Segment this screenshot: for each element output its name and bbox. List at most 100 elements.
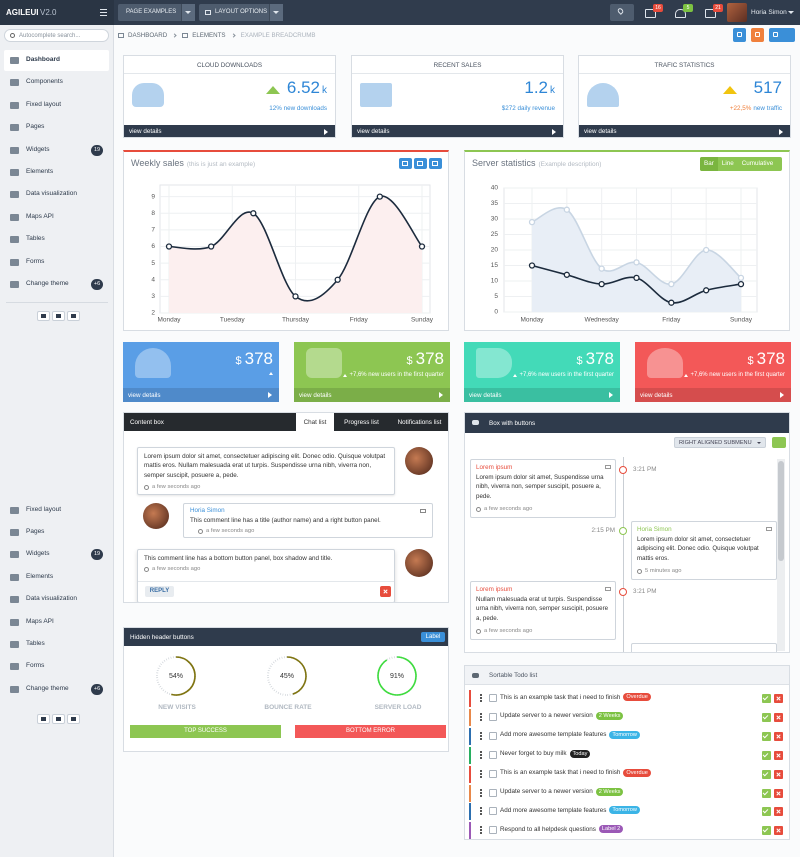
header-action-button[interactable] [751,28,764,42]
todo-item[interactable]: This is an example task that i need to f… [469,765,787,783]
todo-done-button[interactable] [762,807,771,817]
todo-text: Respond to all helpdesk questions [500,825,596,833]
user-name[interactable]: Horia Simon [751,9,787,16]
todo-item[interactable]: Respond to all helpdesk questions Label 2 [469,822,787,839]
tab[interactable]: Notifications list [391,413,448,431]
todo-done-button[interactable] [762,750,771,760]
chart-tool-button[interactable] [429,158,442,169]
todo-item[interactable]: Update server to a newer version 2 Weeks [469,708,787,726]
tile-footer[interactable]: view details [464,388,620,402]
sidebar-tool-button[interactable] [52,311,65,321]
todo-item[interactable]: Update server to a newer version 2 Weeks [469,784,787,802]
todo-remove-button[interactable] [774,750,783,760]
sidebar-item[interactable]: Change theme +6 [4,679,109,700]
todo-done-button[interactable] [762,788,771,798]
tab[interactable]: Chat list [296,413,334,431]
chart-tool-button[interactable] [414,158,427,169]
todo-item[interactable]: Add more awesome template features Tomorr… [469,803,787,821]
sidebar-item[interactable]: Forms [4,252,109,273]
todo-remove-button[interactable] [774,769,783,779]
top-menu-button[interactable]: PAGE EXAMPLES [118,4,195,21]
notification-button[interactable]: 16 [643,3,665,23]
gauge-button[interactable]: BOTTOM ERROR [295,725,446,738]
sidebar-item[interactable]: Fixed layout [4,95,109,116]
breadcrumb-item[interactable]: DASHBOARD [128,31,168,39]
tile-footer[interactable]: view details [294,388,450,402]
todo-remove-button[interactable] [774,788,783,798]
notification-button[interactable]: 21 [703,3,725,23]
todo-done-button[interactable] [762,769,771,779]
sidebar-item[interactable]: Change theme +6 [4,274,109,295]
chart-type-button[interactable]: Bar [700,157,718,171]
top-menu-button[interactable]: LAYOUT OPTIONS [199,4,283,21]
todo-remove-button[interactable] [774,694,783,703]
sidebar-item[interactable]: Data visualization [4,184,109,205]
todo-checkbox[interactable] [489,826,497,835]
sidebar-item[interactable]: Dashboard [4,50,109,71]
stat-footer[interactable]: view details [124,125,335,137]
chart-tool-button[interactable] [399,158,412,169]
todo-done-button[interactable] [762,712,771,722]
tile-footer[interactable]: view details [123,388,279,402]
sidebar-item[interactable]: Fixed layout [4,500,109,521]
todo-remove-button[interactable] [774,712,783,722]
sidebar-tool-button[interactable] [67,311,80,321]
sidebar-item[interactable]: Widgets 19 [4,544,109,565]
todo-checkbox[interactable] [489,712,497,721]
logo: AGILEUI [6,8,39,17]
stat-footer[interactable]: view details [352,125,563,137]
todo-remove-button[interactable] [774,731,783,741]
todo-checkbox[interactable] [489,731,497,740]
sidebar-item[interactable]: Widgets 19 [4,140,109,161]
chart-type-button[interactable]: Line [721,160,734,167]
header-action-button[interactable] [769,28,795,42]
sidebar-item[interactable]: Tables [4,229,109,250]
todo-checkbox[interactable] [489,750,497,759]
menu-toggle[interactable] [99,7,109,17]
todo-done-button[interactable] [762,826,771,836]
breadcrumb-item[interactable]: ELEMENTS [192,31,226,39]
reply-button[interactable]: REPLY [145,586,174,597]
sidebar-item[interactable]: Forms [4,656,109,677]
sidebar-item[interactable]: Elements [4,162,109,183]
sidebar-item[interactable]: Pages [4,117,109,138]
header-label[interactable]: Label [421,632,445,642]
sidebar-item[interactable]: Maps API [4,207,109,228]
sidebar-item[interactable]: Pages [4,522,109,543]
todo-checkbox[interactable] [489,769,497,778]
tab[interactable]: Progress list [336,413,387,431]
todo-item[interactable]: This is an example task that i need to f… [469,690,787,707]
sidebar-item[interactable]: Data visualization [4,589,109,610]
sidebar-tool-button[interactable] [37,311,50,321]
sidebar-tool-button[interactable] [52,714,65,724]
todo-remove-button[interactable] [774,826,783,836]
chart-type-button[interactable]: Cumulative [741,160,774,167]
search-input[interactable]: Autocomplete search... [4,29,109,42]
sidebar-tool-button[interactable] [67,714,80,724]
sidebar-item[interactable]: Tables [4,634,109,655]
sidebar-tool-button[interactable] [37,714,50,724]
location-button[interactable] [610,4,634,21]
sidebar-item[interactable]: Maps API [4,612,109,633]
gauge-button[interactable]: TOP SUCCESS [130,725,281,738]
todo-checkbox[interactable] [489,788,497,797]
todo-item[interactable]: Add more awesome template features Tomorr… [469,727,787,745]
todo-done-button[interactable] [762,731,771,741]
submenu-button[interactable]: RIGHT ALIGNED SUBMENU [674,437,766,448]
todo-checkbox[interactable] [489,694,497,702]
timeline-dot [619,465,627,474]
todo-remove-button[interactable] [774,807,783,817]
tile-footer[interactable]: view details [635,388,791,402]
header-action-button[interactable] [733,28,746,42]
todo-item[interactable]: Never forget to buy milk Today [469,746,787,764]
sidebar-item[interactable]: Elements [4,567,109,588]
todo-checkbox[interactable] [489,807,497,816]
stat-footer[interactable]: view details [579,125,790,137]
tile-icon [306,348,342,378]
green-button[interactable] [772,437,786,448]
sidebar-item[interactable]: Components [4,72,109,93]
notification-button[interactable]: 5 [673,3,695,23]
chat-action-icon[interactable] [420,509,426,513]
delete-button[interactable] [380,586,391,597]
todo-done-button[interactable] [762,694,771,703]
